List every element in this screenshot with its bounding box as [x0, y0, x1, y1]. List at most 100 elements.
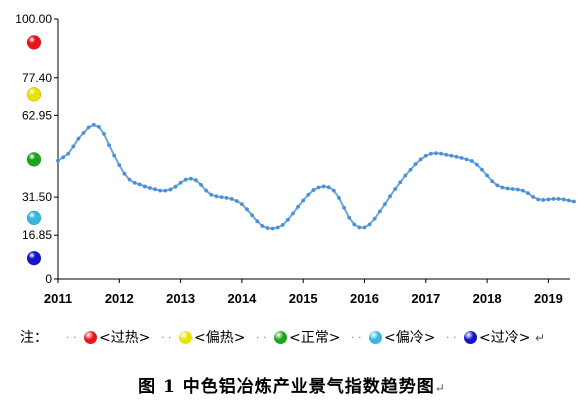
data-point: [56, 158, 60, 163]
data-point: [250, 213, 255, 218]
data-point: [86, 125, 91, 130]
legend-dot-3: [369, 331, 382, 344]
data-point: [331, 188, 336, 193]
data-point: [526, 191, 530, 196]
data-point: [91, 122, 96, 127]
data-point: [229, 197, 234, 201]
legend-label: <正常>: [289, 330, 341, 346]
data-point: [255, 219, 260, 224]
data-point: [188, 176, 193, 181]
legend-end-mark: ↵: [535, 331, 546, 345]
data-point: [117, 163, 122, 168]
data-point: [566, 198, 571, 203]
x-tick-label: 2018: [473, 291, 502, 306]
data-point: [66, 151, 71, 156]
data-point: [490, 179, 495, 184]
data-point: [347, 215, 352, 220]
data-point: [142, 184, 147, 189]
data-point: [500, 185, 505, 190]
data-point: [163, 188, 168, 193]
y-tick-label: 16.85: [22, 228, 52, 242]
data-point: [536, 197, 541, 202]
data-point: [439, 151, 444, 156]
legend-dot-1: [179, 331, 192, 344]
data-point: [316, 185, 321, 190]
data-point: [418, 157, 423, 162]
data-point: [495, 183, 500, 188]
data-point: [352, 222, 357, 227]
data-point: [367, 222, 372, 227]
data-point: [107, 143, 111, 148]
data-point: [96, 125, 101, 129]
data-point: [112, 153, 117, 158]
data-point: [454, 154, 459, 159]
data-point: [393, 187, 398, 191]
data-point: [403, 173, 408, 178]
data-point: [194, 178, 198, 183]
zone-marker-overcooled: [26, 250, 42, 266]
data-point: [301, 198, 306, 203]
data-point: [459, 155, 464, 160]
data-point: [337, 195, 341, 200]
data-point: [357, 225, 362, 230]
legend-prefix: 注：: [20, 330, 48, 346]
x-axis-ticks: 2011 2012 2013 2014 2015 2016 2017 2018 2019: [44, 279, 563, 306]
data-point: [469, 159, 474, 163]
y-tick-label: 0: [45, 272, 52, 286]
legend-label: <过热>: [99, 330, 151, 346]
data-point: [413, 162, 418, 166]
data-point: [485, 173, 489, 178]
data-point: [444, 152, 449, 157]
data-point: [265, 226, 270, 230]
legend-separator: · ·: [256, 331, 267, 344]
data-point: [260, 224, 265, 228]
data-point: [219, 195, 224, 200]
data-point: [408, 167, 413, 172]
data-point: [561, 197, 566, 202]
data-point: [383, 202, 387, 207]
data-point: [132, 180, 137, 185]
data-point: [61, 155, 66, 160]
data-point: [234, 199, 239, 203]
y-tick-label: 100.00: [15, 12, 52, 26]
data-point: [204, 188, 209, 193]
data-point: [311, 188, 316, 192]
data-point: [122, 171, 127, 176]
chart-axes: [57, 19, 570, 280]
y-axis-ticks: 100.00 77.40 62.95 31.50 16.85 0: [15, 12, 58, 286]
legend-separator: · ·: [446, 331, 457, 344]
data-point: [240, 202, 244, 207]
x-tick-label: 2011: [44, 291, 72, 306]
data-point: [296, 204, 300, 209]
x-tick-label: 2016: [350, 291, 379, 306]
data-point: [510, 187, 515, 191]
data-point: [127, 177, 132, 182]
y-tick-label: 62.95: [22, 108, 52, 122]
x-tick-label: 2015: [289, 291, 318, 306]
data-point: [556, 197, 561, 201]
legend-label: <偏热>: [194, 330, 246, 346]
data-point: [137, 182, 142, 187]
caption-end-mark: ↵: [434, 381, 446, 395]
data-point: [153, 187, 157, 192]
figure-caption: 图 1 中色铝冶炼产业景气指数趋势图↵: [0, 372, 584, 397]
data-point: [572, 199, 576, 204]
data-point: [520, 188, 525, 193]
data-point: [434, 151, 438, 156]
x-tick-label: 2019: [534, 291, 563, 306]
x-tick-label: 2017: [411, 291, 440, 306]
data-point: [398, 180, 403, 185]
zone-markers: [26, 35, 42, 266]
chart: 100.00 77.40 62.95 31.50 16.85 0 2011 2012 2013…: [15, 12, 576, 306]
data-point: [209, 192, 214, 197]
caption-text: 图 1 中色铝冶炼产业景气指数趋势图: [138, 377, 435, 397]
x-tick-label: 2014: [227, 291, 257, 306]
legend-separator: · ·: [161, 331, 172, 344]
data-point: [326, 185, 331, 190]
data-point: [377, 209, 382, 214]
data-point: [81, 130, 86, 135]
zone-marker-slightly-cold: [26, 210, 42, 226]
data-point: [102, 132, 106, 136]
data-point: [214, 194, 219, 199]
data-point: [306, 192, 311, 197]
